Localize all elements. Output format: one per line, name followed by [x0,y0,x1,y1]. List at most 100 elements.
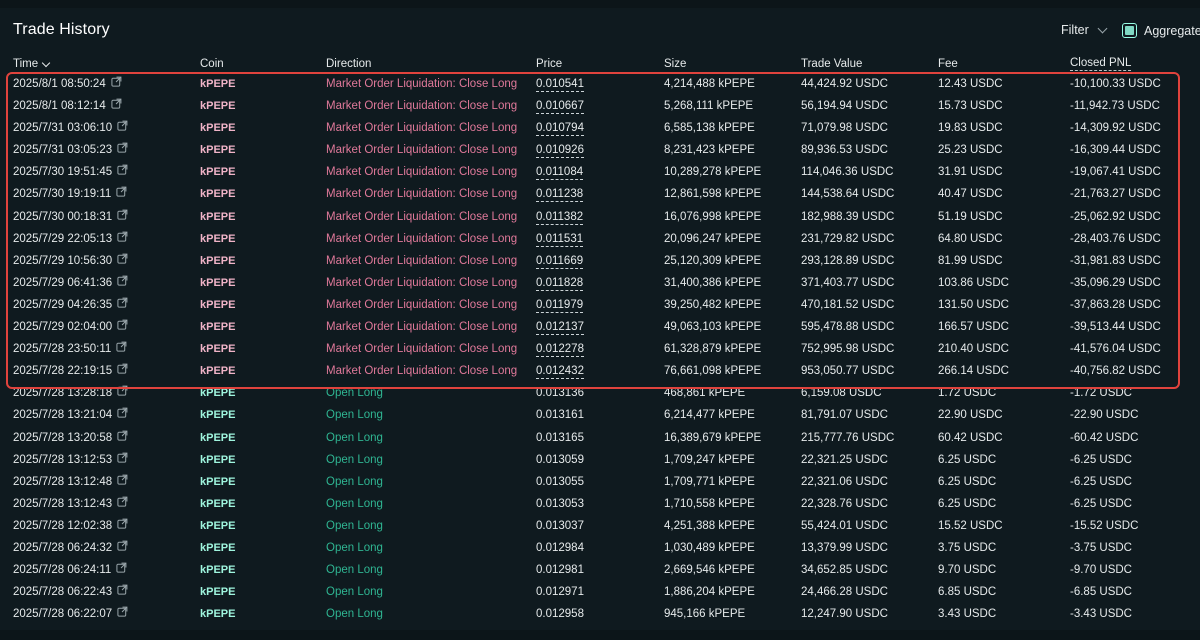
coin-name[interactable]: kPEPE [200,365,236,378]
external-link-icon[interactable] [117,161,128,183]
external-link-icon[interactable] [117,360,128,382]
trade-price[interactable]: 0.010926 [536,144,584,159]
external-link-icon[interactable] [111,95,122,117]
trade-time-link[interactable]: 2025/7/28 06:24:32 [13,537,128,559]
external-link-icon[interactable] [117,427,128,449]
coin-name[interactable]: kPEPE [200,254,236,267]
external-link-icon[interactable] [117,449,128,471]
external-link-icon[interactable] [117,272,128,294]
trade-time-link[interactable]: 2025/7/29 06:41:36 [13,272,128,294]
trade-price[interactable]: 0.011669 [536,254,584,269]
coin-name[interactable]: kPEPE [200,409,236,422]
coin-name[interactable]: kPEPE [200,188,236,201]
external-link-icon[interactable] [117,471,128,493]
trade-time-link[interactable]: 2025/7/28 12:02:38 [13,515,128,537]
trade-price[interactable]: 0.010794 [536,122,584,137]
coin-name[interactable]: kPEPE [200,431,236,444]
column-header-time[interactable]: Time [13,56,51,73]
trade-time-link[interactable]: 2025/7/28 13:12:43 [13,493,128,515]
coin-name[interactable]: kPEPE [200,586,236,599]
table-row: 2025/7/29 10:56:30 kPEPE Market Order Liqu… [0,250,1200,272]
trade-size: 6,585,138 kPEPE [664,122,755,135]
external-link-icon[interactable] [116,559,127,581]
trade-price[interactable]: 0.012137 [536,321,584,336]
external-link-icon[interactable] [111,73,122,95]
coin-name[interactable]: kPEPE [200,453,236,466]
trade-time-link[interactable]: 2025/7/28 13:20:58 [13,427,128,449]
trade-price[interactable]: 0.012278 [536,343,584,358]
external-link-icon[interactable] [117,404,128,426]
trade-price[interactable]: 0.010667 [536,100,584,115]
coin-name[interactable]: kPEPE [200,166,236,179]
coin-name[interactable]: kPEPE [200,343,236,356]
coin-name[interactable]: kPEPE [200,210,236,223]
trade-time-link[interactable]: 2025/8/1 08:12:14 [13,95,122,117]
external-link-icon[interactable] [117,603,128,625]
trade-time-link[interactable]: 2025/7/29 10:56:30 [13,250,128,272]
external-link-icon[interactable] [117,250,128,272]
external-link-icon[interactable] [117,294,128,316]
external-link-icon[interactable] [117,139,128,161]
trade-time-link[interactable]: 2025/7/31 03:06:10 [13,117,128,139]
trade-time-link[interactable]: 2025/7/29 02:04:00 [13,316,128,338]
coin-name[interactable]: kPEPE [200,78,236,90]
coin-name[interactable]: kPEPE [200,387,236,400]
trade-time-link[interactable]: 2025/7/28 23:50:11 [13,338,127,360]
trade-price[interactable]: 0.011084 [536,166,584,181]
external-link-icon[interactable] [116,338,127,360]
coin-name[interactable]: kPEPE [200,608,236,621]
trade-price[interactable]: 0.011828 [536,276,584,291]
closed-pnl: -9.70 USDC [1070,564,1132,577]
trade-price[interactable]: 0.011531 [536,232,584,247]
trade-price[interactable]: 0.011238 [536,188,584,203]
trade-time-link[interactable]: 2025/7/28 13:21:04 [13,404,128,426]
coin-name[interactable]: kPEPE [200,321,236,334]
trade-price[interactable]: 0.010541 [536,78,584,92]
coin-name[interactable]: kPEPE [200,100,236,113]
trade-time-link[interactable]: 2025/7/30 19:51:45 [13,161,128,183]
external-link-icon[interactable] [117,382,128,404]
coin-name[interactable]: kPEPE [200,519,236,532]
filter-dropdown[interactable]: Filter [1061,23,1108,37]
aggregate-checkbox[interactable] [1122,23,1137,38]
trade-time-link[interactable]: 2025/7/28 13:28:18 [13,382,128,404]
trade-fee: 64.80 USDC [938,232,1003,245]
trade-price[interactable]: 0.012432 [536,365,584,380]
trade-time-link[interactable]: 2025/7/28 22:19:15 [13,360,128,382]
external-link-icon[interactable] [117,228,128,250]
coin-name[interactable]: kPEPE [200,122,236,135]
trade-price[interactable]: 0.011382 [536,210,584,225]
trade-time-link[interactable]: 2025/7/31 03:05:23 [13,139,128,161]
external-link-icon[interactable] [117,515,128,537]
external-link-icon[interactable] [117,117,128,139]
external-link-icon[interactable] [117,493,128,515]
trade-time-link[interactable]: 2025/7/29 22:05:13 [13,228,128,250]
trade-time-link[interactable]: 2025/7/28 06:22:07 [13,603,128,625]
coin-name[interactable]: kPEPE [200,144,236,157]
external-link-icon[interactable] [116,183,127,205]
trade-time-link[interactable]: 2025/7/30 00:18:31 [13,206,128,228]
trade-time-link[interactable]: 2025/7/28 06:24:11 [13,559,127,581]
coin-name[interactable]: kPEPE [200,232,236,245]
trade-time-link[interactable]: 2025/7/29 04:26:35 [13,294,128,316]
coin-name[interactable]: kPEPE [200,276,236,289]
aggregate-label: Aggregate [1144,23,1200,38]
trade-time-link[interactable]: 2025/7/28 06:22:43 [13,581,128,603]
coin-name[interactable]: kPEPE [200,298,236,311]
closed-pnl: -3.75 USDC [1070,541,1132,554]
coin-name[interactable]: kPEPE [200,475,236,488]
external-link-icon[interactable] [117,581,128,603]
external-link-icon[interactable] [117,316,128,338]
column-header-closed-pnl[interactable]: Closed PNL [1070,57,1132,71]
external-link-icon[interactable] [117,206,128,228]
trade-time-link[interactable]: 2025/8/1 08:50:24 [13,73,122,95]
coin-name[interactable]: kPEPE [200,541,236,554]
coin-name[interactable]: kPEPE [200,497,236,510]
aggregate-toggle[interactable]: Aggregate [1122,23,1200,38]
trade-time-link[interactable]: 2025/7/28 13:12:48 [13,471,128,493]
trade-time-link[interactable]: 2025/7/28 13:12:53 [13,449,128,471]
trade-time-link[interactable]: 2025/7/30 19:19:11 [13,183,127,205]
coin-name[interactable]: kPEPE [200,564,236,577]
trade-price[interactable]: 0.011979 [536,298,584,313]
external-link-icon[interactable] [117,537,128,559]
